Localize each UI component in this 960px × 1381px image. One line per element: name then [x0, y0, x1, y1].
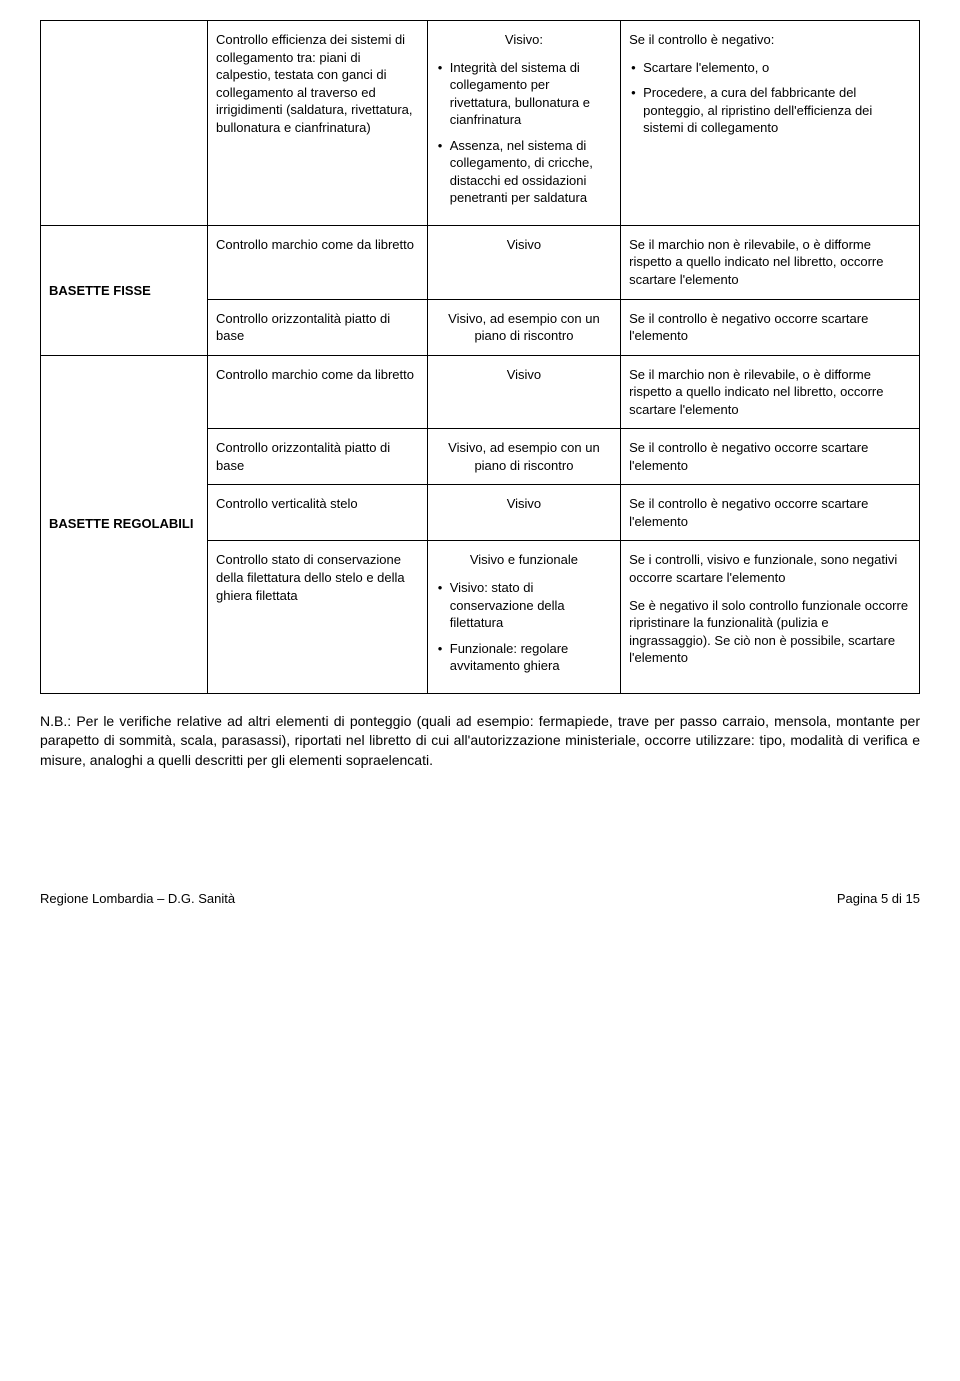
cell-outcome: Se il marchio non è rilevabile, o è diff…	[621, 225, 920, 299]
list-item: Procedere, a cura del fabbricante del po…	[629, 84, 911, 137]
outcome-paragraph: Se i controlli, visivo e funzionale, son…	[629, 551, 911, 586]
cell-outcome: Se il controllo è negativo: Scartare l'e…	[621, 21, 920, 226]
nb-note: N.B.: Per le verifiche relative ad altri…	[40, 712, 920, 771]
mode-header: Visivo e funzionale	[436, 551, 612, 569]
table-row: Controllo efficienza dei sistemi di coll…	[41, 21, 920, 226]
table-row: BASETTE FISSE Controllo marchio come da …	[41, 225, 920, 299]
cell-mode: Visivo e funzionale Visivo: stato di con…	[427, 541, 620, 693]
empty-cell	[41, 21, 208, 226]
list-item: Assenza, nel sistema di collegamento, di…	[436, 137, 612, 207]
table-row: BASETTE REGOLABILI Controllo marchio com…	[41, 355, 920, 429]
cell-mode: Visivo	[427, 485, 620, 541]
cell-outcome: Se i controlli, visivo e funzionale, son…	[621, 541, 920, 693]
cell-control-desc: Controllo marchio come da libretto	[208, 225, 428, 299]
cell-control-desc: Controllo verticalità stelo	[208, 485, 428, 541]
bullet-list: Integrità del sistema di collegamento pe…	[436, 59, 612, 207]
section-basette-regolabili: BASETTE REGOLABILI	[41, 355, 208, 693]
cell-outcome: Se il controllo è negativo occorre scart…	[621, 485, 920, 541]
cell-control-desc: Controllo stato di conservazione della f…	[208, 541, 428, 693]
cell-control-desc: Controllo efficienza dei sistemi di coll…	[208, 21, 428, 226]
section-basette-fisse: BASETTE FISSE	[41, 225, 208, 355]
bullet-list: Visivo: stato di conservazione della fil…	[436, 579, 612, 675]
cell-outcome: Se il controllo è negativo occorre scart…	[621, 299, 920, 355]
list-item: Visivo: stato di conservazione della fil…	[436, 579, 612, 632]
cell-outcome: Se il controllo è negativo occorre scart…	[621, 429, 920, 485]
cell-control-desc: Controllo orizzontalità piatto di base	[208, 429, 428, 485]
list-item: Scartare l'elemento, o	[629, 59, 911, 77]
footer-left: Regione Lombardia – D.G. Sanità	[40, 891, 235, 906]
mode-header: Visivo:	[436, 31, 612, 49]
verification-table: Controllo efficienza dei sistemi di coll…	[40, 20, 920, 694]
cell-mode: Visivo	[427, 355, 620, 429]
cell-mode: Visivo	[427, 225, 620, 299]
page-footer: Regione Lombardia – D.G. Sanità Pagina 5…	[40, 891, 920, 906]
cell-control-desc: Controllo marchio come da libretto	[208, 355, 428, 429]
list-item: Funzionale: regolare avvitamento ghiera	[436, 640, 612, 675]
cell-mode: Visivo, ad esempio con un piano di risco…	[427, 299, 620, 355]
outcome-intro: Se il controllo è negativo:	[629, 31, 911, 49]
cell-mode: Visivo, ad esempio con un piano di risco…	[427, 429, 620, 485]
cell-mode: Visivo: Integrità del sistema di collega…	[427, 21, 620, 226]
list-item: Integrità del sistema di collegamento pe…	[436, 59, 612, 129]
cell-control-desc: Controllo orizzontalità piatto di base	[208, 299, 428, 355]
footer-right: Pagina 5 di 15	[837, 891, 920, 906]
cell-outcome: Se il marchio non è rilevabile, o è diff…	[621, 355, 920, 429]
outcome-paragraph: Se è negativo il solo controllo funziona…	[629, 597, 911, 667]
bullet-list: Scartare l'elemento, o Procedere, a cura…	[629, 59, 911, 137]
